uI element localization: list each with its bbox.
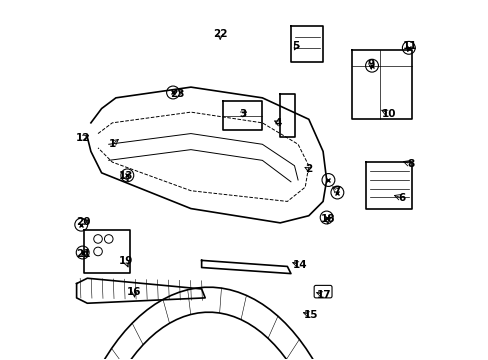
Text: 2: 2 — [305, 164, 312, 174]
Text: 5: 5 — [292, 41, 299, 51]
Text: 16: 16 — [127, 287, 142, 297]
Text: 15: 15 — [303, 310, 317, 320]
Text: 20: 20 — [76, 217, 90, 227]
Text: 12: 12 — [76, 133, 90, 143]
Text: 23: 23 — [170, 89, 184, 99]
Text: 19: 19 — [119, 256, 133, 266]
Text: 9: 9 — [367, 59, 374, 69]
Text: 1: 1 — [108, 139, 116, 149]
Text: 7: 7 — [333, 186, 340, 197]
Text: 17: 17 — [316, 290, 330, 300]
Text: 22: 22 — [212, 29, 227, 39]
Text: 4: 4 — [274, 118, 282, 128]
Text: 11: 11 — [402, 41, 416, 51]
Text: 3: 3 — [239, 109, 246, 119]
Text: 10: 10 — [381, 109, 396, 119]
Text: 8: 8 — [406, 159, 413, 169]
Text: 14: 14 — [292, 260, 306, 270]
Text: 6: 6 — [397, 193, 405, 203]
Text: 18: 18 — [320, 213, 334, 224]
Text: 13: 13 — [119, 171, 133, 181]
Text: 21: 21 — [76, 249, 90, 259]
